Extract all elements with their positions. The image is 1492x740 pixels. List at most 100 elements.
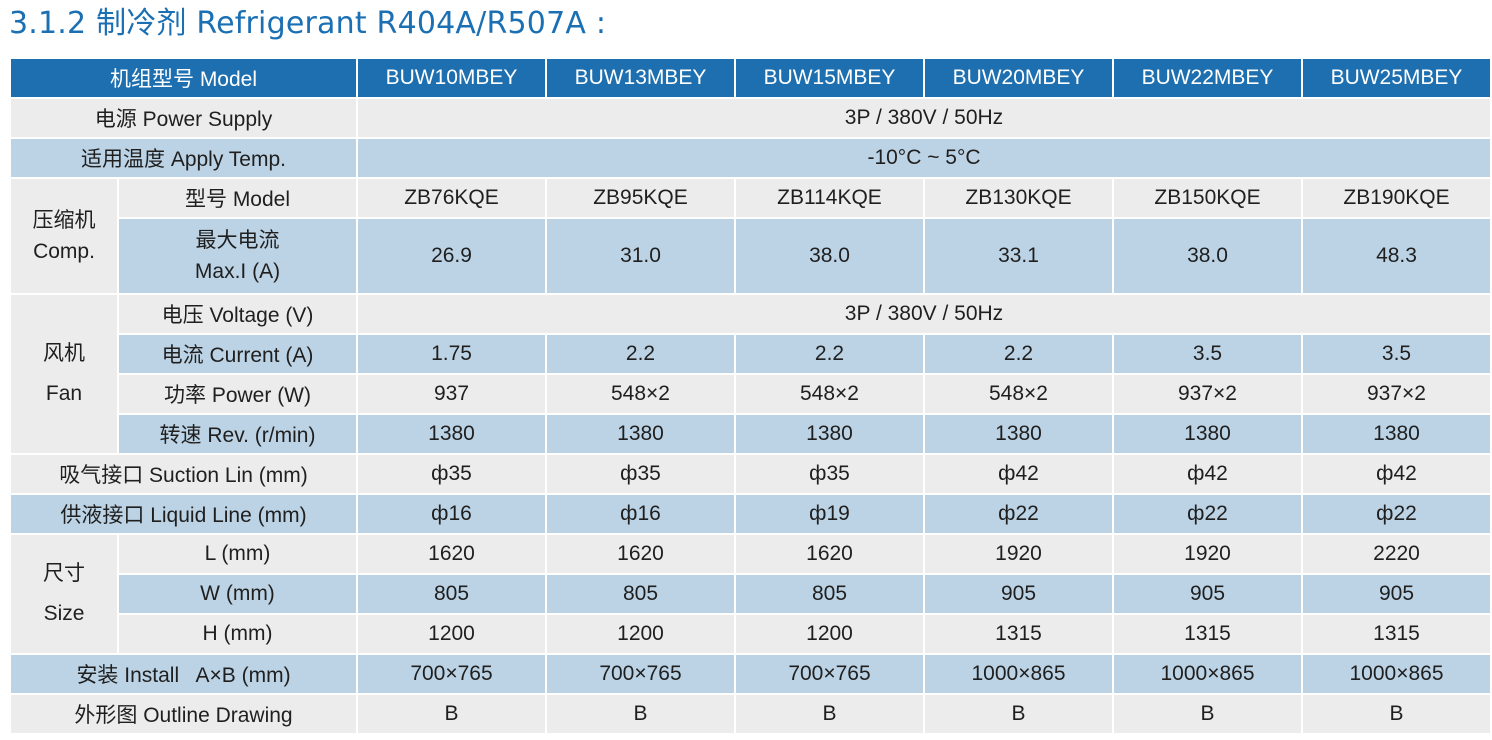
row-label: 电压 Voltage (V) [117,293,358,335]
table-cell: 1.75 [356,333,547,375]
size-length-row: 尺寸 Size L (mm) 1620 1620 1620 1920 1920 … [9,533,1492,655]
table-cell: 937×2 [1112,373,1303,415]
group-label-en: Comp. [33,240,95,263]
row-label: 吸气接口 Suction Lin (mm) [9,453,358,495]
page-title: 3.1.2 制冷剂 Refrigerant R404A/R507A : [9,6,607,41]
table-cell: 1920 [923,533,1114,575]
table-cell: 805 [356,573,547,615]
table-cell: 26.9 [356,217,547,295]
row-label: 电源 Power Supply [9,97,358,139]
fan-power-row: 功率 Power (W) 937 548×2 548×2 548×2 937×2… [10,373,1492,415]
table-cell: 38.0 [1112,217,1303,295]
table-cell: 3.5 [1112,333,1303,375]
row-label: L (mm) [117,533,358,575]
table-cell: 33.1 [923,217,1114,295]
row-label: 型号 Model [117,177,358,219]
row-label-cn: 最大电流 [195,229,280,252]
model-header-cell: BUW22MBEY [1112,57,1303,99]
model-header-cell: BUW20MBEY [923,57,1114,99]
table-cell: 1315 [923,613,1114,655]
table-cell: 1315 [1112,613,1303,655]
table-cell: 548×2 [545,373,736,415]
table-cell: B [356,693,547,735]
table-cell: 1380 [356,413,547,455]
row-label: 电流 Current (A) [117,333,358,375]
table-cell: ф42 [1301,453,1492,495]
row-label: 安装 Install A×B (mm) [9,653,358,695]
row-label: W (mm) [117,573,358,615]
fan-voltage-row: 风机 Fan 电压 Voltage (V) 3P / 380V / 50Hz [9,293,1492,455]
table-cell: 2.2 [545,333,736,375]
outline-row: 外形图 Outline Drawing B B B B B B [9,693,1492,735]
install-row: 安装 Install A×B (mm) 700×765 700×765 700×… [9,653,1492,695]
table-cell: 1200 [734,613,925,655]
table-cell: ф35 [734,453,925,495]
table-cell: 1380 [1301,413,1492,455]
table-cell: 1620 [545,533,736,575]
table-cell: 1000×865 [1112,653,1303,695]
table-cell: 1920 [1112,533,1303,575]
table-cell: ZB114KQE [734,177,925,219]
table-cell: 937 [356,373,547,415]
group-label-cn: 风机 [43,342,85,365]
model-header-cell: BUW15MBEY [734,57,925,99]
table-cell: ZB95KQE [545,177,736,219]
table-cell: B [734,693,925,735]
row-label: 供液接口 Liquid Line (mm) [9,493,358,535]
row-label: 最大电流 Max.I (A) [117,217,358,295]
table-cell: 1000×865 [923,653,1114,695]
liquid-row: 供液接口 Liquid Line (mm) ф16 ф16 ф19 ф22 ф2… [9,493,1492,535]
table-cell: 1380 [923,413,1114,455]
table-cell: ф16 [545,493,736,535]
table-cell: 2.2 [734,333,925,375]
table-cell: ф22 [923,493,1114,535]
table-cell: B [1112,693,1303,735]
table-cell: B [923,693,1114,735]
group-label-cn: 压缩机 [32,209,96,232]
table-cell: ZB150KQE [1112,177,1303,219]
compressor-group-label: 压缩机 Comp. [9,177,119,295]
table-cell: 1200 [356,613,547,655]
table-cell: 805 [734,573,925,615]
table-cell: ZB190KQE [1301,177,1492,219]
table-cell: 31.0 [545,217,736,295]
table-cell: ф35 [356,453,547,495]
table-cell: 1000×865 [1301,653,1492,695]
row-label: 外形图 Outline Drawing [9,693,358,735]
table-cell: 1620 [734,533,925,575]
spec-table: 机组型号 Model BUW10MBEY BUW13MBEY BUW15MBEY… [9,57,1492,735]
table-cell: 1620 [356,533,547,575]
row-label: H (mm) [117,613,358,655]
table-cell: 905 [1301,573,1492,615]
power-supply-value: 3P / 380V / 50Hz [356,97,1492,139]
table-cell: 2220 [1301,533,1492,575]
table-cell: 905 [923,573,1114,615]
compressor-model-row: 压缩机 Comp. 型号 Model ZB76KQE ZB95KQE ZB114… [9,177,1492,295]
table-cell: ф22 [1301,493,1492,535]
table-cell: 1380 [1112,413,1303,455]
fan-group-label: 风机 Fan [9,293,119,455]
table-cell: 2.2 [923,333,1114,375]
compressor-max-current-row: 最大电流 Max.I (A) 26.9 31.0 38.0 33.1 38.0 … [10,217,1492,295]
size-height-row: H (mm) 1200 1200 1200 1315 1315 1315 [10,613,1492,655]
row-label: 功率 Power (W) [117,373,358,415]
table-cell: B [545,693,736,735]
row-label: 转速 Rev. (r/min) [117,413,358,455]
table-header-row: 机组型号 Model BUW10MBEY BUW13MBEY BUW15MBEY… [9,57,1492,99]
table-cell: 38.0 [734,217,925,295]
group-label-cn: 尺寸 [43,562,85,585]
table-cell: 1380 [734,413,925,455]
model-header-cell: BUW25MBEY [1301,57,1492,99]
fan-current-row: 电流 Current (A) 1.75 2.2 2.2 2.2 3.5 3.5 [10,333,1492,375]
table-cell: 3.5 [1301,333,1492,375]
table-cell: ф22 [1112,493,1303,535]
power-supply-row: 电源 Power Supply 3P / 380V / 50Hz [9,97,1492,139]
table-cell: 937×2 [1301,373,1492,415]
table-cell: 1315 [1301,613,1492,655]
size-width-row: W (mm) 805 805 805 905 905 905 [10,573,1492,615]
table-cell: 548×2 [923,373,1114,415]
apply-temp-value: -10°C ~ 5°C [356,137,1492,179]
group-label-en: Fan [45,382,83,405]
table-cell: ф35 [545,453,736,495]
fan-speed-row: 转速 Rev. (r/min) 1380 1380 1380 1380 1380… [10,413,1492,455]
